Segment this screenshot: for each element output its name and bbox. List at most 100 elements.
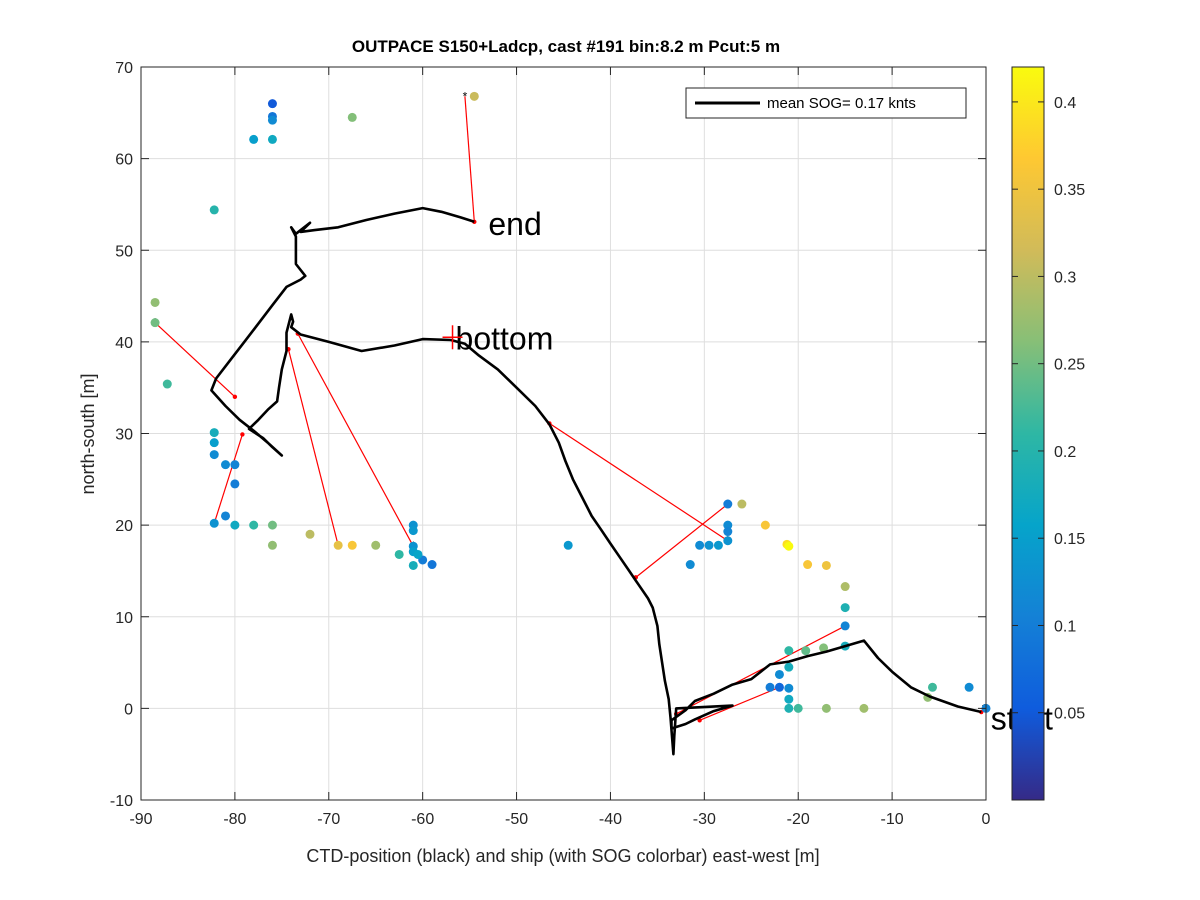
ship-point bbox=[840, 621, 850, 631]
ship-point bbox=[723, 520, 733, 530]
colorbar-tick-label: 0.15 bbox=[1054, 531, 1085, 548]
link-line bbox=[297, 333, 414, 547]
ship-point bbox=[821, 703, 831, 713]
ship-point bbox=[249, 520, 259, 530]
ship-point bbox=[819, 643, 829, 653]
x-tick-label: 0 bbox=[982, 811, 991, 828]
x-tick-label: -50 bbox=[505, 811, 528, 828]
ship-point bbox=[230, 460, 240, 470]
y-axis-label: north-south [m] bbox=[78, 373, 98, 494]
link-ctd-marker bbox=[232, 394, 238, 400]
ship-point bbox=[267, 99, 277, 109]
ship-point bbox=[408, 560, 418, 570]
ship-point bbox=[784, 662, 794, 672]
ship-point bbox=[774, 682, 784, 692]
y-tick-label: -10 bbox=[110, 793, 133, 810]
colorbar-tick-label: 0.25 bbox=[1054, 357, 1085, 374]
ship-point bbox=[784, 541, 794, 551]
ship-point bbox=[371, 540, 381, 550]
ship-point bbox=[221, 511, 230, 521]
ship-point bbox=[803, 560, 813, 570]
link-line bbox=[635, 503, 729, 578]
ship-point bbox=[784, 703, 794, 713]
ship-point bbox=[267, 115, 277, 125]
ship-point bbox=[723, 536, 733, 546]
ctd-track bbox=[210, 206, 982, 756]
ship-point bbox=[784, 694, 794, 704]
ship-point bbox=[408, 526, 418, 536]
y-tick-label: 50 bbox=[115, 243, 133, 260]
ship-point bbox=[723, 499, 733, 509]
colorbar-tick-label: 0.05 bbox=[1054, 706, 1085, 723]
link-line bbox=[154, 322, 236, 398]
legend-label: mean SOG= 0.17 knts bbox=[767, 95, 916, 112]
ship-point bbox=[760, 520, 770, 530]
link-line bbox=[213, 434, 243, 524]
ship-point bbox=[765, 682, 775, 692]
ship-point bbox=[221, 460, 230, 470]
ship-point bbox=[964, 682, 974, 692]
ship-point bbox=[774, 669, 784, 679]
x-tick-label: -60 bbox=[411, 811, 434, 828]
y-tick-label: 70 bbox=[115, 60, 133, 77]
colorbar-tick-label: 0.1 bbox=[1054, 618, 1076, 635]
x-axis-ticks: -90 -80 -70 -60 -50 -40 -30 -20 -10 0 bbox=[129, 67, 991, 828]
x-tick-label: -40 bbox=[599, 811, 622, 828]
ship-point bbox=[704, 540, 714, 550]
colorbar bbox=[1011, 66, 1045, 801]
y-tick-label: 10 bbox=[115, 610, 133, 627]
ship-point bbox=[150, 318, 160, 328]
ship-point bbox=[413, 549, 423, 559]
ship-point bbox=[927, 682, 937, 692]
x-tick-label: -30 bbox=[693, 811, 716, 828]
ship-point bbox=[209, 450, 219, 460]
ship-point bbox=[784, 646, 794, 656]
x-tick-label: -70 bbox=[317, 811, 340, 828]
ship-point bbox=[249, 134, 259, 144]
ship-point bbox=[333, 540, 343, 550]
x-tick-label: -80 bbox=[223, 811, 246, 828]
ship-point bbox=[209, 428, 219, 438]
ship-point bbox=[305, 529, 315, 539]
link-line bbox=[464, 96, 475, 222]
link-ctd-marker bbox=[240, 432, 245, 437]
ship-point bbox=[347, 112, 357, 122]
ship-point bbox=[793, 703, 803, 713]
annotation-end: end bbox=[488, 206, 541, 242]
colorbar-tick-label: 0.3 bbox=[1054, 269, 1076, 286]
link-line bbox=[287, 349, 339, 546]
ship-point bbox=[267, 134, 277, 144]
annotation-bottom: bottom bbox=[456, 320, 554, 356]
ship-point bbox=[469, 91, 479, 101]
ship-point bbox=[230, 479, 240, 489]
ship-point bbox=[267, 520, 277, 530]
ship-point bbox=[695, 540, 705, 550]
ship-point bbox=[394, 549, 404, 559]
x-axis-label: CTD-position (black) and ship (with SOG … bbox=[306, 846, 819, 866]
y-tick-label: 60 bbox=[115, 152, 133, 169]
ship-point bbox=[347, 540, 357, 550]
link-line bbox=[549, 422, 729, 542]
ship-point bbox=[784, 683, 794, 693]
ship-point bbox=[737, 499, 747, 509]
link-line bbox=[675, 625, 846, 715]
ship-sog-points bbox=[150, 91, 991, 713]
ship-point bbox=[209, 205, 219, 215]
ctd-track-line bbox=[210, 206, 982, 756]
colorbar-tick-label: 0.4 bbox=[1054, 95, 1076, 112]
link-line bbox=[699, 686, 780, 721]
ship-point bbox=[723, 527, 733, 537]
ship-point bbox=[821, 560, 831, 570]
ship-point bbox=[162, 379, 172, 389]
ship-point bbox=[801, 646, 811, 656]
ship-point bbox=[840, 603, 850, 613]
ship-point bbox=[840, 582, 850, 592]
ship-point bbox=[150, 297, 160, 307]
ship-point bbox=[713, 540, 723, 550]
x-tick-label: -20 bbox=[787, 811, 810, 828]
ship-point bbox=[563, 540, 573, 550]
ship-point bbox=[685, 560, 695, 570]
ship-point bbox=[427, 560, 437, 570]
colorbar-tick-label: 0.2 bbox=[1054, 444, 1076, 461]
